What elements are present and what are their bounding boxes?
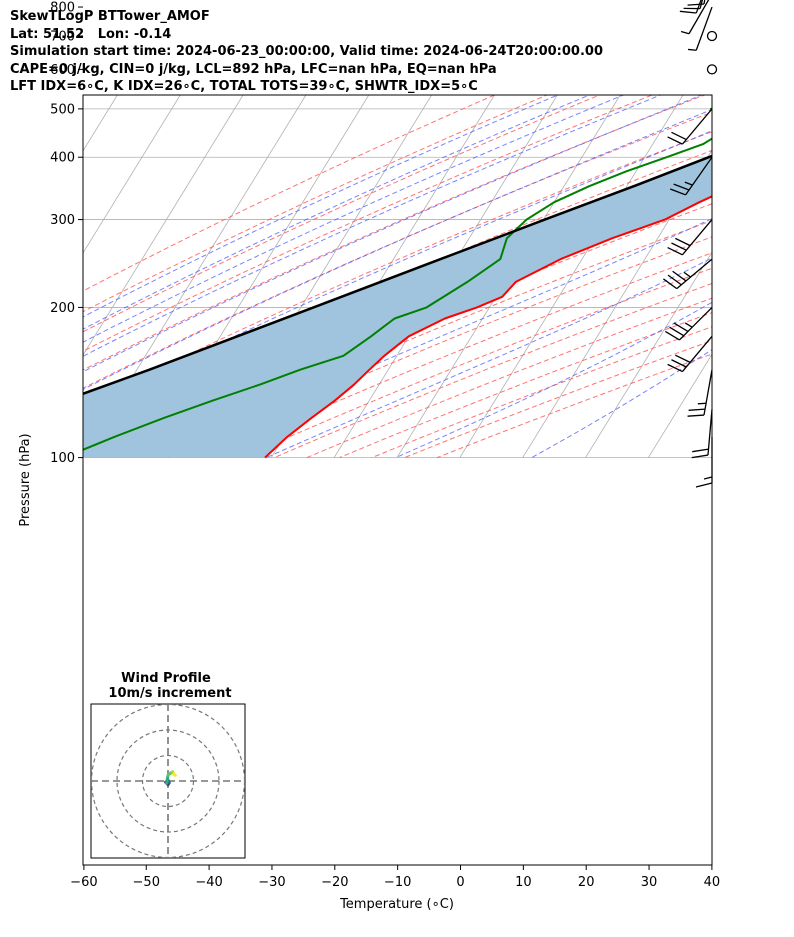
dewpoint-line: [83, 107, 712, 451]
moist-adiabat: [167, 218, 712, 459]
x-tick-label: 20: [578, 875, 595, 890]
wind-barb: [669, 156, 713, 196]
dry-adiabat: [143, 220, 712, 459]
x-tick-label: 40: [704, 875, 721, 890]
indices-line-2: LFT IDX=6∘C, K IDX=26∘C, TOTAL TOTS=39∘C…: [10, 79, 478, 94]
axes: −60−50−40−30−20−100102030401000900800700…: [50, 1, 721, 890]
isotherm-line: [710, 455, 712, 458]
wind-barb: [679, 0, 702, 14]
x-tick-label: −10: [384, 875, 411, 890]
y-tick-label: 300: [50, 213, 75, 228]
x-tick-label: −50: [133, 875, 160, 890]
hodograph-title: Wind Profile: [121, 671, 211, 686]
y-tick-label: 500: [50, 102, 75, 117]
isotherm-line: [648, 353, 712, 458]
dry-adiabat: [83, 95, 654, 352]
x-tick-label: 30: [641, 875, 658, 890]
chart-title: SkewTLogP BTTower_AMOF: [10, 9, 210, 24]
cape-fill-area: [83, 155, 712, 458]
wind-barb: [706, 64, 718, 75]
indices-line-1: CAPE=0 j/kg, CIN=0 j/kg, LCL=892 hPa, LF…: [10, 61, 497, 77]
wind-barb: [687, 369, 713, 417]
wind-barb: [680, 0, 710, 35]
wind-barbs: [663, 0, 718, 488]
x-tick-label: −20: [321, 875, 348, 890]
hodograph-grid: [91, 704, 245, 858]
hodograph-segment: [172, 772, 177, 777]
hodograph: Wind Profile 10m/s increment: [90, 671, 246, 859]
x-tick-label: 0: [456, 875, 464, 890]
x-tick-label: −60: [70, 875, 97, 890]
y-tick-label: 200: [50, 301, 75, 316]
x-tick-label: 10: [515, 875, 532, 890]
isotherm-line: [83, 95, 307, 458]
wind-barb: [691, 409, 713, 459]
isotherm-line: [585, 251, 712, 458]
dry-adiabat: [83, 95, 706, 371]
x-tick-label: −30: [258, 875, 285, 890]
y-tick-label: 100: [50, 451, 75, 466]
wind-barb: [664, 306, 713, 341]
x-tick-label: −40: [195, 875, 222, 890]
wind-barb: [706, 30, 718, 42]
isotherm-line: [333, 95, 558, 458]
y-tick-label: 400: [50, 151, 75, 166]
wind-barb: [687, 6, 713, 51]
mixing-ratio-line: [737, 0, 794, 77]
isotherm-line: [83, 95, 181, 254]
y-axis-label: Pressure (hPa): [18, 433, 33, 526]
wind-barb: [667, 335, 713, 373]
profile-lines: [83, 107, 712, 459]
moist-adiabat: [83, 95, 559, 318]
time-line: Simulation start time: 2024-06-23_00:00:…: [10, 44, 603, 59]
y-tick-label: 700: [50, 29, 75, 44]
y-tick-label: 600: [50, 63, 75, 78]
isotherm-line: [774, 0, 794, 458]
chart-header: SkewTLogP BTTower_AMOF Lat: 51.52 Lon: -…: [10, 8, 603, 96]
parcel-line: [83, 154, 712, 396]
temperature-line: [264, 195, 712, 459]
moist-adiabat: [83, 95, 703, 373]
isotherm-line: [83, 95, 244, 356]
wind-barb: [695, 436, 713, 488]
dry-adiabat: [83, 95, 496, 292]
x-axis-label: Temperature (∘C): [339, 897, 454, 912]
wind-barb: [663, 258, 713, 290]
y-tick-label: 800: [50, 1, 75, 16]
dry-adiabat: [83, 95, 601, 333]
location-line: Lat: 51.52 Lon: -0.14: [10, 26, 172, 42]
cin-shading: [83, 155, 712, 458]
wind-barb: [667, 219, 713, 256]
moist-adiabat: [83, 108, 712, 391]
moist-adiabat: [83, 95, 625, 343]
hodograph-subtitle: 10m/s increment: [108, 686, 231, 701]
wind-barb: [667, 108, 713, 145]
